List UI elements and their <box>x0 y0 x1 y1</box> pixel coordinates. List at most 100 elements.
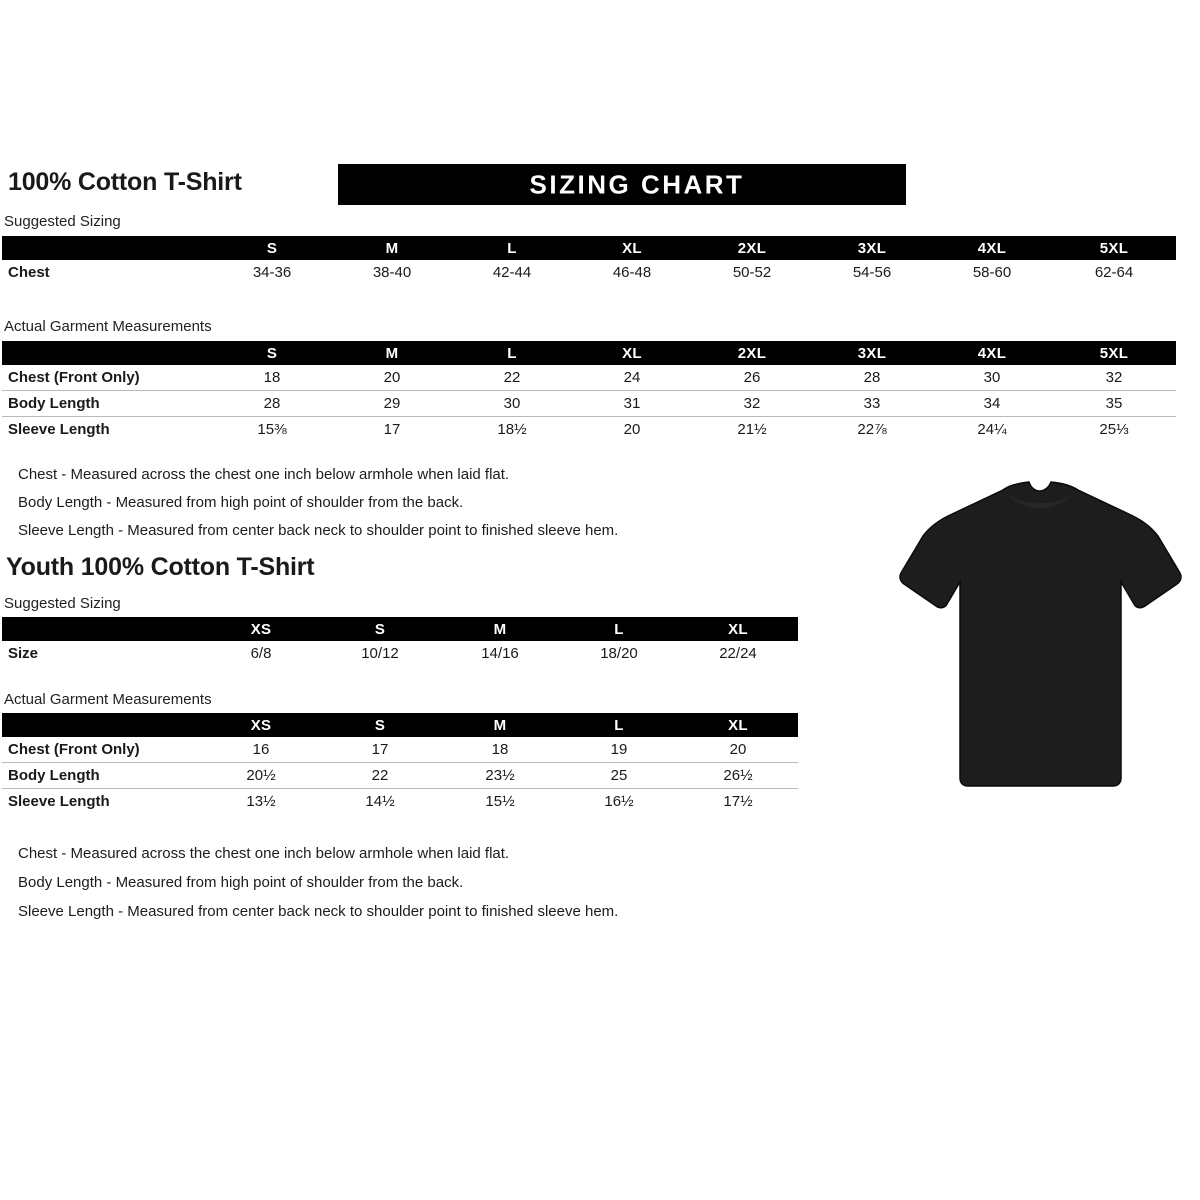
youth-actual-measurements-label: Actual Garment Measurements <box>4 691 212 708</box>
page-title: 100% Cotton T-Shirt <box>8 168 242 196</box>
table-header-row: S M L XL 2XL 3XL 4XL 5XL <box>2 341 1176 365</box>
row-label-body-length: Body Length <box>2 762 202 789</box>
adult-note-sleeve-length: Sleeve Length - Measured from center bac… <box>18 522 619 539</box>
table-row: Sleeve Length 13½ 14½ 15½ 16½ 17½ <box>2 789 798 815</box>
youth-suggested-sizing-label: Suggested Sizing <box>4 595 121 612</box>
cell-chestfront-s: 17 <box>320 737 440 763</box>
column-header-blank <box>2 236 212 260</box>
column-header-m: M <box>493 620 507 638</box>
column-header-xl: XL <box>728 716 748 734</box>
cell-bodylength-xs: 20½ <box>202 762 320 789</box>
column-header-s: S <box>374 716 386 734</box>
cell-sleevelength-m: 17 <box>383 421 401 438</box>
column-header-2xl: 2XL <box>737 344 767 362</box>
table-row: Size 6/8 10/12 14/16 18/20 22/24 <box>2 641 798 666</box>
cell-chestfront-5xl: 32 <box>1052 365 1176 391</box>
column-header-s: S <box>374 620 386 638</box>
cell-chestfront-3xl: 28 <box>812 365 932 391</box>
cell-sleevelength-xs: 13½ <box>246 793 276 810</box>
table-row: Sleeve Length 15⅜ 17 18½ 20 21½ 22⅞ 24¼ … <box>2 417 1176 443</box>
cell-sleevelength-4xl: 24¼ <box>977 421 1007 438</box>
column-header-blank <box>2 617 202 641</box>
cell-chestfront-2xl: 26 <box>692 365 812 391</box>
column-header-l: L <box>507 239 517 257</box>
column-header-xl: XL <box>622 344 642 362</box>
row-label-chest-front-only: Chest (Front Only) <box>2 365 212 391</box>
youth-note-sleeve-length: Sleeve Length - Measured from center bac… <box>18 903 619 920</box>
cell-sleevelength-s: 15⅜ <box>257 421 287 438</box>
adult-actual-measurements-table: S M L XL 2XL 3XL 4XL 5XL Chest (Front On… <box>2 341 1176 442</box>
cell-chestfront-xs: 16 <box>202 737 320 763</box>
column-header-l: L <box>614 620 624 638</box>
adult-actual-measurements-label: Actual Garment Measurements <box>4 318 212 335</box>
adult-note-body-length: Body Length - Measured from high point o… <box>18 494 464 511</box>
cell-sleevelength-m: 15½ <box>485 793 515 810</box>
cell-bodylength-s: 22 <box>320 762 440 789</box>
row-label-body-length: Body Length <box>2 390 212 417</box>
cell-chest-3xl: 54-56 <box>852 264 892 281</box>
table-header-row: S M L XL 2XL 3XL 4XL 5XL <box>2 236 1176 260</box>
cell-chest-5xl: 62-64 <box>1094 264 1134 281</box>
table-row: Chest 34-36 38-40 42-44 46-48 50-52 54-5… <box>2 260 1176 285</box>
cell-bodylength-s: 28 <box>212 390 332 417</box>
adult-suggested-sizing-label: Suggested Sizing <box>4 213 121 230</box>
row-label-chest: Chest <box>8 264 50 281</box>
column-header-4xl: 4XL <box>977 239 1007 257</box>
table-row: Chest (Front Only) 16 17 18 19 20 <box>2 737 798 763</box>
cell-sleevelength-xl: 17½ <box>723 793 753 810</box>
cell-chestfront-xl: 20 <box>678 737 798 763</box>
cell-chest-m: 38-40 <box>372 264 412 281</box>
column-header-3xl: 3XL <box>857 239 887 257</box>
table-row: Body Length 28 29 30 31 32 33 34 35 <box>2 390 1176 417</box>
column-header-4xl: 4XL <box>977 344 1007 362</box>
table-header-row: XS S M L XL <box>2 617 798 641</box>
column-header-m: M <box>385 239 399 257</box>
cell-chestfront-s: 18 <box>212 365 332 391</box>
cell-chestfront-xl: 24 <box>572 365 692 391</box>
cell-bodylength-3xl: 33 <box>812 390 932 417</box>
cell-sleevelength-l: 18½ <box>497 421 527 438</box>
column-header-2xl: 2XL <box>737 239 767 257</box>
adult-suggested-sizing-table: S M L XL 2XL 3XL 4XL 5XL Chest 34-36 38-… <box>2 236 1176 285</box>
column-header-xl: XL <box>728 620 748 638</box>
cell-bodylength-5xl: 35 <box>1052 390 1176 417</box>
row-label-size: Size <box>8 645 39 662</box>
column-header-5xl: 5XL <box>1099 239 1129 257</box>
cell-chest-2xl: 50-52 <box>732 264 772 281</box>
column-header-xs: XS <box>250 716 272 734</box>
cell-chestfront-m: 18 <box>440 737 560 763</box>
row-label-sleeve-length: Sleeve Length <box>8 421 110 438</box>
cell-chest-s: 34-36 <box>252 264 292 281</box>
cell-bodylength-l: 30 <box>452 390 572 417</box>
column-header-s: S <box>266 239 278 257</box>
cell-chest-4xl: 58-60 <box>972 264 1012 281</box>
column-header-blank <box>2 713 202 737</box>
youth-section-title: Youth 100% Cotton T-Shirt <box>6 553 315 581</box>
youth-note-chest: Chest - Measured across the chest one in… <box>18 845 510 862</box>
youth-note-body-length: Body Length - Measured from high point o… <box>18 874 464 891</box>
cell-bodylength-m: 29 <box>332 390 452 417</box>
cell-sleevelength-l: 16½ <box>604 793 634 810</box>
cell-chestfront-l: 19 <box>560 737 678 763</box>
column-header-l: L <box>507 344 517 362</box>
cell-size-m: 14/16 <box>481 645 519 662</box>
cell-chest-l: 42-44 <box>492 264 532 281</box>
youth-actual-measurements-table: XS S M L XL Chest (Front Only) 16 17 18 … <box>2 713 798 814</box>
cell-sleevelength-s: 14½ <box>365 793 395 810</box>
black-t-shirt-icon <box>899 481 1182 787</box>
banner-title: SIZING CHART <box>529 169 745 199</box>
cell-sleevelength-xl: 20 <box>623 421 641 438</box>
cell-chestfront-l: 22 <box>452 365 572 391</box>
cell-chest-xl: 46-48 <box>612 264 652 281</box>
cell-sleevelength-5xl: 25⅓ <box>1099 421 1129 438</box>
cell-bodylength-xl: 31 <box>572 390 692 417</box>
cell-size-s: 10/12 <box>361 645 399 662</box>
adult-note-chest: Chest - Measured across the chest one in… <box>18 466 510 483</box>
table-row: Chest (Front Only) 18 20 22 24 26 28 30 … <box>2 365 1176 391</box>
sizing-chart-banner: SIZING CHART <box>338 164 906 205</box>
column-header-xl: XL <box>622 239 642 257</box>
cell-sleevelength-3xl: 22⅞ <box>857 421 887 438</box>
column-header-3xl: 3XL <box>857 344 887 362</box>
table-row: Body Length 20½ 22 23½ 25 26½ <box>2 762 798 789</box>
row-label-chest-front-only: Chest (Front Only) <box>2 737 202 763</box>
